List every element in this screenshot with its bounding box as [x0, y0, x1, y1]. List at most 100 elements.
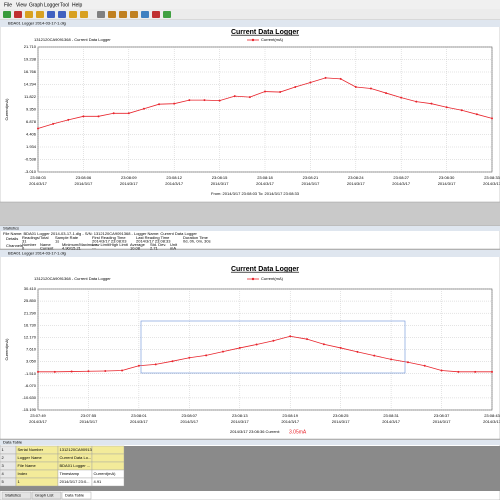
tab[interactable] [31, 491, 62, 500]
x-tick-date: 2014/3/17 [281, 419, 300, 424]
data-point [37, 127, 39, 130]
tool-button[interactable] [36, 11, 44, 18]
data-point [475, 113, 478, 116]
tool-button[interactable] [108, 11, 116, 18]
data-point [457, 370, 460, 373]
stat-value: 10.08 [130, 245, 141, 250]
chart-footer: From: 2014/3/17 23:08:03 To: 2014/3/17 2… [211, 191, 300, 196]
data-point [203, 99, 206, 102]
x-tick-label: 23:08:19 [282, 413, 298, 418]
x-tick-label: 23:08:03 [30, 175, 46, 180]
tool-button[interactable] [14, 11, 22, 18]
data-point [188, 99, 191, 102]
x-tick-label: 23:07:49 [30, 413, 46, 418]
x-tick-label: 23:08:27 [393, 175, 409, 180]
stat-header: Minimum/Maximum [62, 242, 97, 247]
data-point [248, 96, 251, 99]
stat-header: Number [22, 242, 37, 247]
chart-subtitle: 1312120CA9091368 - Current Data Logger [34, 276, 111, 281]
data-point [154, 363, 157, 366]
tool-button[interactable] [80, 11, 88, 18]
data-point [70, 370, 73, 373]
data-point [415, 100, 418, 103]
menu-item[interactable]: Logger [44, 2, 60, 8]
tool-button[interactable] [141, 11, 149, 18]
stat-header: Unit [170, 242, 178, 247]
y-tick-label: 4.406 [26, 132, 37, 137]
data-point [82, 115, 85, 118]
tab[interactable] [1, 491, 32, 500]
y-tick-label: 7.610 [26, 347, 37, 352]
stat-value: Current [40, 245, 54, 250]
y-tick-label: -10.630 [22, 395, 36, 400]
data-point [127, 112, 130, 115]
menu-item[interactable]: Help [72, 2, 83, 8]
tool-button[interactable] [163, 11, 171, 18]
table-text: Current(mA) [94, 471, 117, 476]
y-axis-label: Current(mA) [4, 98, 9, 121]
x-tick-date: 2014/3/17 [483, 181, 500, 186]
data-point [430, 102, 433, 105]
stat-header: Name [40, 242, 51, 247]
data-point [112, 112, 115, 115]
tab[interactable] [61, 491, 92, 500]
tool-button[interactable] [97, 11, 105, 18]
x-tick-date: 2014/3/17 [180, 419, 199, 424]
tool-button[interactable] [130, 11, 138, 18]
legend-label: Current(mA) [261, 276, 284, 281]
window-title: BDA01 Logger 2014-03-17-1.dlg [8, 21, 66, 26]
x-tick-date: 2014/3/17 [29, 181, 48, 186]
menu-item[interactable]: Graph [29, 2, 43, 8]
table-cell [91, 453, 125, 463]
tool-button[interactable] [119, 11, 127, 18]
data-point [445, 106, 448, 109]
tool-button[interactable] [3, 11, 11, 18]
stat-value: 2014/3/17 23:08:33 [136, 239, 171, 244]
data-point [385, 92, 388, 95]
tool-button[interactable] [69, 11, 77, 18]
x-tick-label: 23:08:13 [232, 413, 248, 418]
stat-label: Details [6, 236, 18, 241]
menu-item[interactable]: File [4, 2, 12, 8]
data-point [440, 369, 443, 372]
menu-item[interactable]: View [16, 2, 27, 8]
legend-marker [251, 277, 255, 281]
data-point [491, 117, 493, 120]
title-bar [0, 250, 500, 257]
tool-button[interactable] [152, 11, 160, 18]
data-point [255, 343, 258, 346]
panel-title: Data Table [3, 440, 23, 445]
stat-value: 31 [22, 239, 27, 244]
x-tick-label: 23:08:07 [182, 413, 198, 418]
toolbar-icons [3, 11, 171, 18]
stat-value: 2.71 [150, 245, 159, 250]
data-point [221, 350, 224, 353]
data-point [354, 85, 357, 88]
panel-header [0, 440, 500, 445]
data-point [460, 109, 463, 112]
tool-button[interactable] [58, 11, 66, 18]
table-text: Timestamp [60, 471, 80, 476]
y-tick-label: 9.350 [26, 107, 37, 112]
x-tick-date: 2014/3/17 [165, 181, 184, 186]
tool-button[interactable] [47, 11, 55, 18]
y-tick-label: 16.730 [24, 322, 37, 327]
table-text: 1 [2, 447, 5, 452]
tool-button[interactable] [25, 11, 33, 18]
stat-header: Low Limit/High Limit [92, 242, 129, 247]
stat-value: 0 [22, 245, 25, 250]
menu-item[interactable]: Tool [60, 2, 69, 8]
table-text: Serial Number [18, 447, 44, 452]
data-point [400, 96, 403, 99]
chart-title: Current Data Logger [231, 266, 299, 273]
data-point [339, 77, 342, 80]
x-tick-date: 2014/3/17 [75, 181, 94, 186]
y-tick-label: -3.010 [25, 169, 37, 174]
data-point [294, 85, 297, 88]
x-tick-date: 2014/3/17 [130, 419, 149, 424]
table-text: 1 [18, 479, 21, 484]
data-point [474, 370, 477, 373]
panel-title: Statistics [3, 226, 19, 231]
chart-footer: 2014/3/17 23:08:36 Current: [230, 429, 280, 434]
